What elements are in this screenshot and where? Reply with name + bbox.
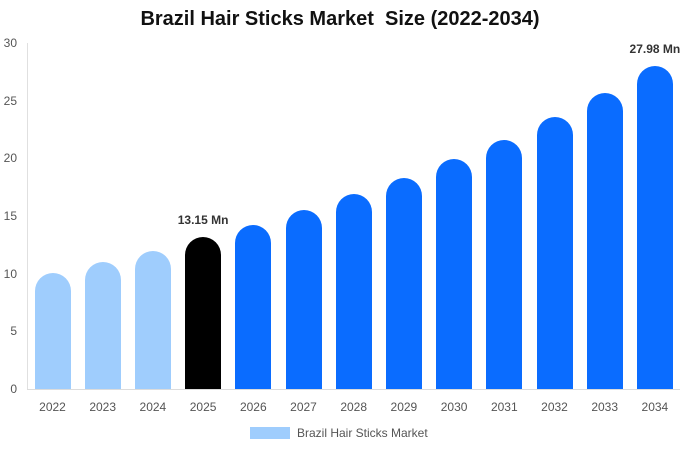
x-tick-label: 2028 <box>340 400 368 414</box>
bar-2023[interactable] <box>84 262 121 389</box>
bar-2028[interactable] <box>335 194 372 389</box>
bar-2022[interactable] <box>34 272 71 389</box>
y-tick-label: 30 <box>3 36 17 50</box>
legend[interactable]: Brazil Hair Sticks Market <box>250 426 428 440</box>
bar-2033[interactable] <box>586 92 623 389</box>
legend-label: Brazil Hair Sticks Market <box>297 426 428 440</box>
bar-2029[interactable] <box>385 177 422 389</box>
y-tick-label: 25 <box>3 93 17 108</box>
x-tick-label: 2030 <box>440 400 468 414</box>
bar-2030[interactable] <box>436 159 473 389</box>
data-label: 13.15 Mn <box>177 213 229 228</box>
bar-2032[interactable] <box>536 116 573 389</box>
y-tick-label: 5 <box>10 324 17 339</box>
y-tick-label: 15 <box>3 209 17 223</box>
y-tick-label: 10 <box>3 266 17 281</box>
x-tick-label: 2026 <box>239 400 267 414</box>
x-tick-label: 2022 <box>39 400 66 414</box>
x-tick-label: 2023 <box>89 400 117 414</box>
x-tick-label: 2033 <box>591 400 619 414</box>
x-tick-label: 2025 <box>189 400 217 414</box>
x-tick-label: 2031 <box>490 400 518 414</box>
bar-2026[interactable] <box>235 225 272 389</box>
x-tick-label: 2032 <box>541 400 568 414</box>
x-tick-label: 2027 <box>290 400 317 414</box>
bar-2034[interactable] <box>636 66 673 389</box>
y-tick-label: 0 <box>10 382 17 396</box>
y-tick-label: 20 <box>3 151 17 166</box>
bar-2025[interactable] <box>185 237 222 389</box>
x-axis-line <box>27 389 680 390</box>
y-axis-line <box>27 43 28 389</box>
bar-2027[interactable] <box>285 210 322 389</box>
x-tick-label: 2024 <box>139 400 167 414</box>
legend-swatch <box>250 427 290 439</box>
bar-2024[interactable] <box>134 250 171 389</box>
chart-title: Brazil Hair Sticks Market Size (2022-203… <box>140 8 540 30</box>
data-label: 27.98 Mn <box>629 42 680 57</box>
x-tick-label: 2034 <box>641 400 669 414</box>
bar-2031[interactable] <box>486 139 523 389</box>
x-tick-label: 2029 <box>390 400 418 414</box>
